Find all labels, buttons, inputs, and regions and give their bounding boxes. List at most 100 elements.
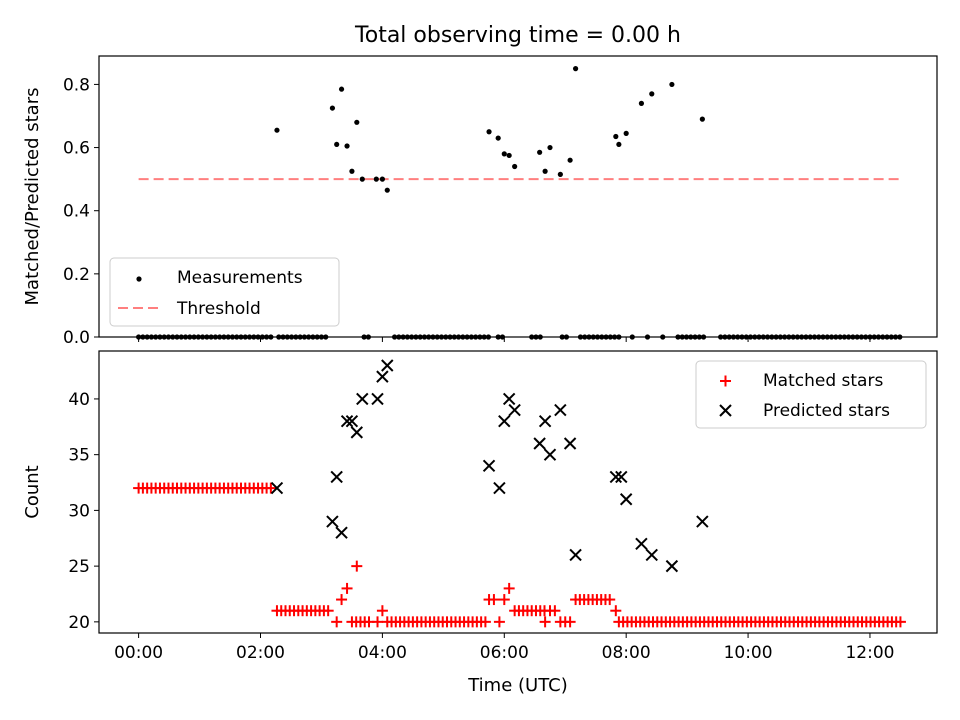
predicted-star-marker — [350, 426, 364, 439]
predicted-star-marker — [270, 481, 284, 495]
marker-stroke — [498, 415, 511, 428]
y-axis-label: Matched/Predicted stars — [22, 88, 43, 306]
marker-stroke — [615, 470, 628, 484]
legend-measurement-marker — [136, 276, 142, 282]
marker-stroke — [569, 548, 582, 562]
predicted-star-marker — [696, 515, 709, 528]
marker-stroke — [376, 370, 389, 383]
marker-stroke — [635, 537, 648, 551]
marker-stroke — [350, 426, 364, 439]
predicted-star-marker — [335, 526, 348, 539]
x-tick-label: 08:00 — [602, 643, 651, 663]
x-tick-label: 12:00 — [845, 643, 894, 663]
matched-star-marker — [498, 594, 510, 606]
marker-stroke — [371, 392, 384, 406]
predicted-star-marker — [482, 459, 496, 473]
measurement-point — [623, 130, 629, 136]
measurement-point — [501, 151, 507, 157]
matched-star-marker — [376, 605, 388, 617]
y-tick-label: 35 — [68, 446, 90, 466]
predicted-star-marker — [498, 415, 511, 428]
marker-stroke — [493, 481, 506, 495]
predicted-star-marker — [645, 548, 658, 562]
measurement-point — [486, 129, 492, 135]
axes-frame — [98, 350, 938, 634]
matched-star-marker — [894, 616, 906, 628]
matched-star-marker — [336, 594, 348, 606]
predicted-star-marker — [554, 403, 567, 417]
matched-star-marker — [372, 616, 384, 628]
marker-stroke — [340, 415, 354, 428]
measurement-point — [384, 187, 390, 193]
marker-stroke — [619, 493, 633, 506]
x-axis-label: Time (UTC) — [467, 675, 568, 696]
predicted-star-marker — [330, 470, 343, 484]
y-tick-label: 0.0 — [63, 328, 90, 348]
matched-star-marker — [331, 616, 343, 628]
marker-stroke — [554, 403, 567, 417]
predicted-star-marker — [635, 537, 648, 551]
x-tick-label: 06:00 — [480, 643, 529, 663]
legend-label: Measurements — [177, 268, 303, 288]
y-tick-label: 0.2 — [63, 265, 90, 285]
matched-star-marker — [479, 616, 491, 628]
matched-star-marker — [351, 560, 363, 572]
predicted-star-marker — [356, 392, 369, 406]
predicted-star-marker — [345, 415, 359, 428]
legend-label: Predicted stars — [763, 401, 890, 421]
marker-stroke — [719, 404, 732, 417]
predicted-star-marker — [538, 415, 552, 428]
measurement-point — [512, 163, 518, 170]
y-tick-label: 0.8 — [63, 75, 90, 95]
y-tick-label: 0.4 — [63, 202, 90, 222]
axes-frame — [98, 55, 938, 338]
chart-title: Total observing time = 0.00 h — [354, 23, 681, 48]
predicted-star-marker — [376, 370, 389, 383]
marker-stroke — [482, 459, 496, 473]
predicted-star-marker — [619, 493, 633, 506]
measurement-point — [557, 171, 563, 177]
marker-stroke — [326, 515, 339, 528]
measurement-point — [506, 152, 512, 159]
measurement-point — [373, 176, 379, 182]
x-tick-label: 10:00 — [724, 643, 773, 663]
legend-box — [109, 257, 340, 327]
y-tick-label: 20 — [68, 613, 90, 633]
predicted-star-marker — [371, 392, 384, 406]
x-tick-label: 00:00 — [114, 643, 163, 663]
marker-stroke — [645, 548, 658, 562]
predicted-star-marker — [569, 548, 582, 562]
measurement-point — [349, 168, 355, 174]
measurement-point — [334, 141, 340, 148]
measurement-point — [547, 144, 553, 151]
marker-stroke — [330, 470, 343, 484]
predicted-star-marker — [543, 448, 557, 461]
measurement-point — [638, 100, 645, 106]
predicted-star-marker — [340, 415, 354, 428]
y-axis-label: Count — [22, 465, 43, 518]
y-tick-label: 25 — [68, 557, 90, 577]
predicted-star-marker — [615, 470, 628, 484]
measurement-point — [649, 91, 655, 97]
legend-label: Matched stars — [763, 371, 883, 391]
legend-box — [695, 360, 927, 429]
plot-area — [133, 359, 906, 628]
marker-stroke — [696, 515, 709, 528]
matched-star-marker — [604, 594, 616, 606]
predicted-star-marker — [563, 437, 577, 450]
predicted-star-marker — [665, 559, 679, 573]
matched-star-marker — [322, 605, 334, 617]
legend: Matched stars Predicted stars — [695, 360, 927, 429]
x-tick-label: 04:00 — [358, 643, 407, 663]
measurement-point — [542, 168, 548, 174]
measurement-point — [669, 81, 675, 88]
measurement-point — [537, 149, 543, 155]
marker-stroke — [563, 437, 577, 450]
legend-label: Threshold — [176, 299, 261, 319]
measurement-point — [567, 157, 573, 163]
measurement-point — [359, 176, 365, 182]
predicted-star-marker — [326, 515, 339, 528]
legend: Measurements Threshold — [109, 257, 340, 327]
matched-star-marker — [488, 594, 500, 606]
